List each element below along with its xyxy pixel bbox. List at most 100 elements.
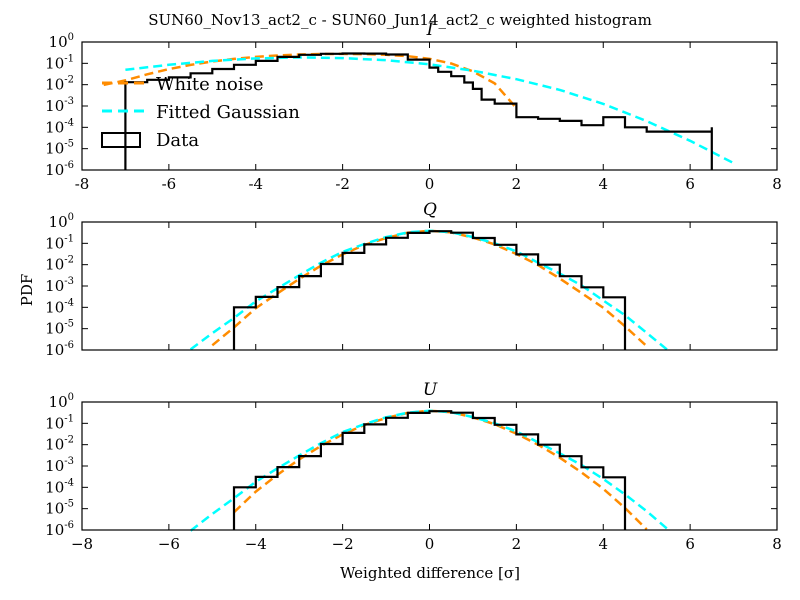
panel-i-point-fitted-gaussian-5	[342, 57, 344, 59]
panel-q-point-white-noise-21	[646, 345, 648, 347]
panel-i-point-fitted-gaussian-11	[603, 103, 605, 105]
x-axis-label: Weighted difference [σ]	[340, 564, 520, 582]
figure-title: SUN60_Nov13_act2_c - SUN60_Jun14_act2_c …	[148, 11, 652, 29]
panel-u-y-tick-label-4: 10-4	[45, 477, 74, 496]
panel-i-point-white-noise-18	[494, 83, 496, 85]
panel-q-point-data-13	[516, 254, 518, 256]
panel-i-point-data-26	[624, 127, 626, 129]
panel-u-y-tick-label-2: 10-2	[45, 435, 74, 454]
panel-i-point-fitted-gaussian-14	[733, 162, 735, 164]
panel-q-point-data-17	[603, 297, 605, 299]
panel-i-point-data-6	[255, 60, 257, 62]
panel-u-x-tick-label-3: −2	[332, 535, 354, 553]
panel-q-y-tick-label-5: 10-5	[45, 319, 74, 338]
panel-u-x-tick-label-7: 6	[685, 535, 695, 553]
panel-q-point-white-noise-19	[603, 307, 605, 309]
panel-u-point-data-12	[494, 424, 496, 426]
panel-q-title: Q	[423, 200, 437, 220]
panel-i-point-data-20	[494, 103, 496, 105]
panel-u-frame	[81, 401, 778, 531]
panel-u-y-tick-label-3: 10-3	[45, 456, 74, 475]
panel-q-point-data-15	[559, 275, 561, 277]
panel-i-y-tick-label-6: 10-6	[45, 160, 74, 179]
panel-u-x-tick-label-2: −4	[245, 535, 267, 553]
legend-label-data: Data	[156, 130, 199, 151]
panel-q-point-data-14	[537, 264, 539, 266]
panel-u-point-data-14	[537, 444, 539, 446]
panel-q-y-tick-label-3: 10-3	[45, 276, 74, 295]
panel-q-series-data	[232, 230, 627, 350]
panel-u-point-data-9	[429, 410, 431, 412]
panel-q-point-data-3	[298, 275, 300, 277]
panel-i-point-white-noise-2	[146, 74, 148, 76]
panel-i-series-data	[124, 52, 713, 170]
panel-u-point-data-2	[277, 466, 279, 468]
panel-i-x-tick-label-8: 8	[772, 175, 782, 193]
panel-i-point-data-14	[429, 67, 431, 69]
panel-i-point-data-22	[537, 118, 539, 120]
panel-u-point-data-11	[472, 417, 474, 419]
panel-u-series-white-noise	[233, 409, 648, 531]
panel-q-y-tick-label-4: 10-4	[45, 297, 74, 316]
panel-u-y-tick-label-1: 10-1	[45, 413, 74, 432]
panel-q-point-white-noise-18	[581, 292, 583, 294]
panel-u-point-data-5	[342, 432, 344, 434]
panel-u-x-tick-label-0: −8	[71, 535, 93, 553]
panel-i: I -8 -6 -4 -2 0 2 4 6 8 100 10-1 10-2 10-3 10-4 10-5 10…	[45, 20, 782, 193]
panel-u-point-data-13	[516, 434, 518, 436]
panel-u-point-fitted-gaussian-21	[646, 510, 648, 512]
panel-u-point-fitted-gaussian-1	[212, 513, 214, 515]
panel-q-point-data-16	[581, 287, 583, 289]
panel-i-point-fitted-gaussian-0	[125, 69, 127, 71]
panel-q-point-data-12	[494, 244, 496, 246]
panel-q-point-data-11	[472, 237, 474, 239]
panel-q-point-data-4	[320, 263, 322, 265]
panel-u-title: U	[423, 380, 438, 400]
panel-i-point-data-28	[689, 131, 691, 133]
panel-i-point-white-noise-4	[190, 64, 192, 66]
panel-i-point-data-1	[146, 79, 148, 81]
panel-i-point-fitted-gaussian-12	[646, 120, 648, 122]
panel-u-point-data-4	[320, 443, 322, 445]
panel-i-point-data-11	[364, 53, 366, 55]
panel-i-x-tick-label-5: 2	[512, 175, 522, 193]
panel-i-plot-area: -8 -6 -4 -2 0 2 4 6 8 100 10-1 10-2 10-3 10-4 10-5 10-6	[45, 32, 782, 193]
panel-q-point-data-18	[624, 307, 626, 309]
panel-q-point-data-7	[385, 237, 387, 239]
panel-u-point-data-3	[298, 455, 300, 457]
panel-u-point-data-1	[255, 476, 257, 478]
panel-u-series-data	[232, 410, 627, 530]
panel-i-point-data-9	[320, 53, 322, 55]
panel-u-point-data-16	[581, 467, 583, 469]
panel-q-point-data-0	[233, 307, 235, 309]
panel-u-point-data-17	[603, 477, 605, 479]
panel-i-point-data-23	[559, 120, 561, 122]
panel-i-point-white-noise-16	[450, 63, 452, 65]
panel-i-point-data-19	[481, 99, 483, 101]
panel-i-x-tick-label-3: -2	[335, 175, 350, 193]
panel-u-y-tick-label-5: 10-5	[45, 499, 74, 518]
panel-q-point-data-5	[342, 252, 344, 254]
panel-i-x-tick-label-7: 6	[685, 175, 695, 193]
panel-i-point-fitted-gaussian-10	[559, 89, 561, 91]
panel-q-frame	[81, 221, 778, 351]
panel-i-point-data-7	[277, 56, 279, 58]
panel-q-point-white-noise-17	[559, 278, 561, 280]
panel-i-point-white-noise-3	[168, 68, 170, 70]
panel-u-series-fitted-gaussian	[189, 409, 670, 532]
panel-i-x-tick-label-2: -4	[248, 175, 263, 193]
panel-i-point-white-noise-6	[233, 58, 235, 60]
panel-q-point-fitted-gaussian-1	[212, 332, 214, 334]
panel-i-x-tick-label-1: -6	[162, 175, 177, 193]
panel-u-point-data-18	[624, 487, 626, 489]
panel-i-point-data-29	[711, 127, 713, 129]
panel-q-y-tick-label-2: 10-2	[45, 255, 74, 274]
panel-q-point-data-6	[364, 244, 366, 246]
panel-u-point-white-noise-17	[581, 472, 583, 474]
y-axis-label: PDF	[18, 274, 36, 307]
panel-i-point-data-27	[646, 131, 648, 133]
panel-u-point-fitted-gaussian-19	[603, 478, 605, 480]
panel-q-series-white-noise	[211, 229, 648, 348]
panel-i-point-data-13	[407, 59, 409, 61]
panel-i-point-data-12	[385, 54, 387, 56]
